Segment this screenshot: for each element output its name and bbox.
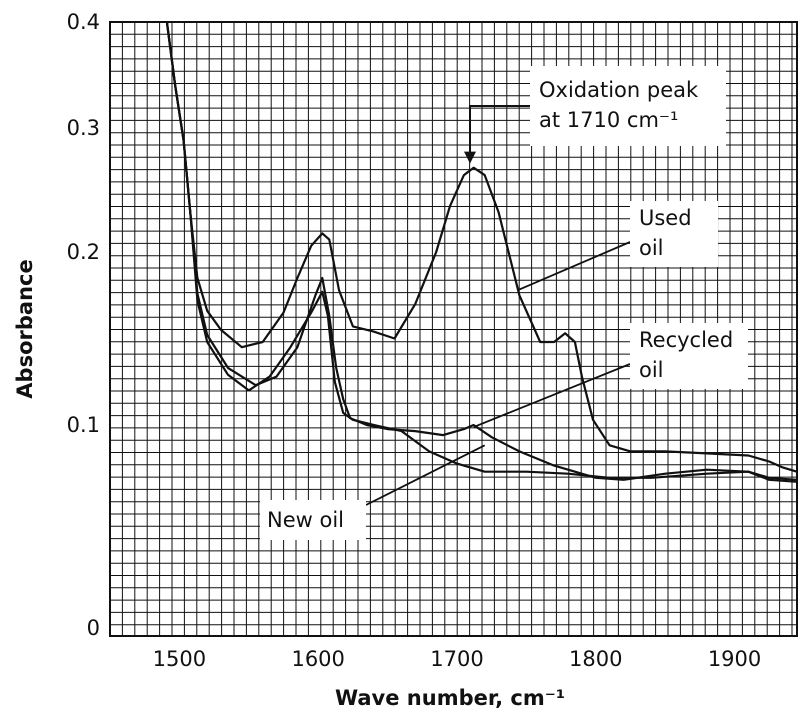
annotation-text: New oil (267, 508, 344, 532)
y-tick-label: 0.4 (67, 10, 100, 34)
annotation: Recycled oil (474, 323, 748, 427)
annotation: New oil (260, 445, 485, 540)
x-tick-label: 1900 (708, 647, 761, 671)
annotation-text: oil (639, 358, 664, 382)
annotation-text: Used (639, 206, 692, 230)
x-tick-label: 1800 (569, 647, 622, 671)
annotation-text: Oxidation peak (539, 78, 699, 102)
annotation: Oxidation peak at 1710 cm⁻¹ (464, 66, 726, 164)
y-tick-label: 0.3 (67, 116, 100, 140)
annotation-text: oil (639, 236, 664, 260)
x-axis-label: Wave number, cm⁻¹ (335, 686, 565, 710)
annotation-text: at 1710 cm⁻¹ (539, 108, 678, 132)
x-tick-label: 1600 (291, 647, 344, 671)
y-tick-label: 0.2 (67, 240, 100, 264)
annotation-text: Recycled (639, 328, 733, 352)
annotation-leader (518, 242, 630, 290)
y-tick-label: 0 (87, 616, 100, 640)
x-tick-label: 1700 (430, 647, 483, 671)
x-tick-label: 1500 (153, 647, 206, 671)
y-tick-label: 0.1 (67, 413, 100, 437)
x-tick-labels: 1500 1600 1700 1800 1900 (153, 647, 762, 671)
y-axis-label: Absorbance (13, 259, 37, 398)
y-tick-labels: 0 0.1 0.2 0.3 0.4 (67, 10, 100, 640)
annotation-leader (474, 364, 630, 427)
annotation-leader (470, 106, 530, 154)
annotation-leader (366, 445, 485, 505)
